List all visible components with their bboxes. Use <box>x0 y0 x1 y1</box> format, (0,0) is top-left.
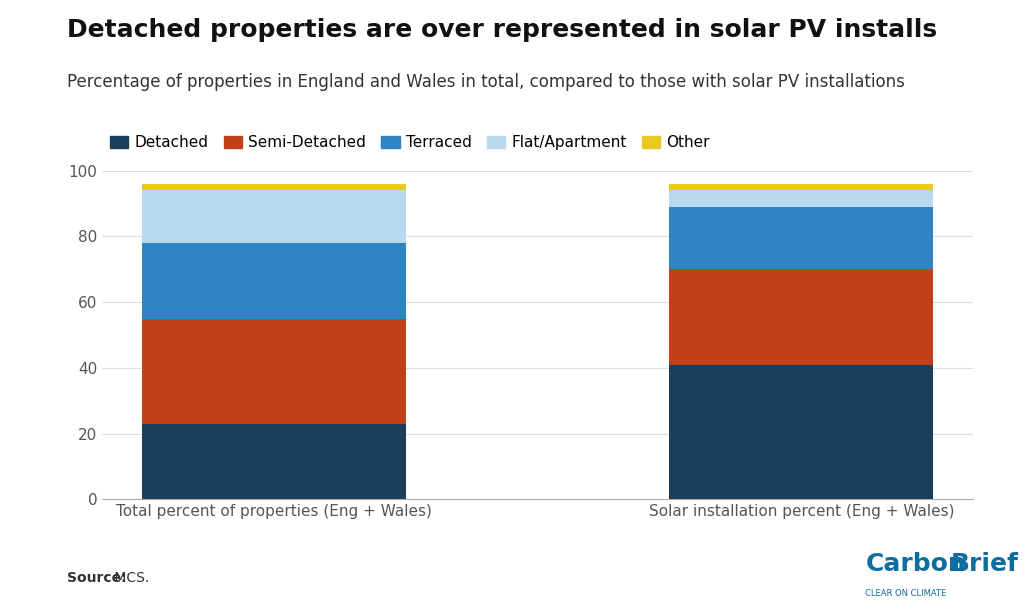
Bar <box>142 243 406 319</box>
Bar <box>670 269 933 365</box>
Text: Detached properties are over represented in solar PV installs: Detached properties are over represented… <box>67 18 937 42</box>
Bar <box>670 184 933 190</box>
Legend: Detached, Semi-Detached, Terraced, Flat/Apartment, Other: Detached, Semi-Detached, Terraced, Flat/… <box>110 135 710 150</box>
Text: MCS.: MCS. <box>110 571 148 585</box>
Text: Percentage of properties in England and Wales in total, compared to those with s: Percentage of properties in England and … <box>67 73 904 91</box>
Text: CLEAR ON CLIMATE: CLEAR ON CLIMATE <box>865 589 946 598</box>
Bar <box>142 184 406 190</box>
Bar <box>142 424 406 499</box>
Bar <box>142 190 406 243</box>
Text: Source:: Source: <box>67 571 126 585</box>
Text: Carbon: Carbon <box>865 552 966 576</box>
Text: Brief: Brief <box>950 552 1018 576</box>
Bar <box>670 365 933 499</box>
Bar <box>670 190 933 206</box>
Bar <box>142 319 406 424</box>
Bar <box>670 206 933 269</box>
